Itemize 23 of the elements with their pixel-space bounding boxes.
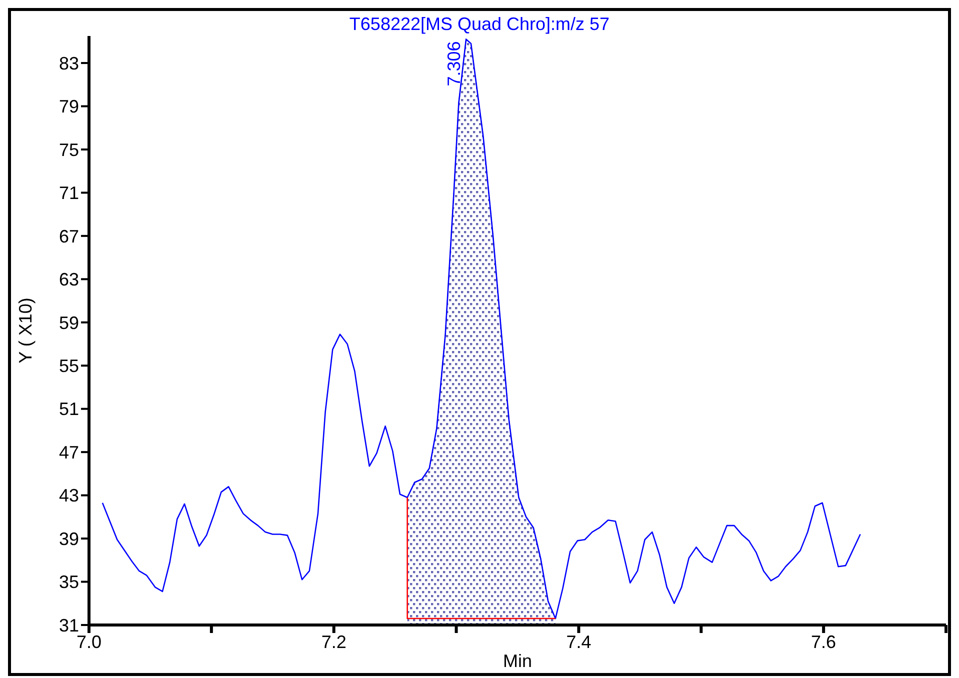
y-tick-label: 43 bbox=[58, 486, 79, 506]
x-tick-label: 7.2 bbox=[321, 632, 346, 652]
x-tick-label: 7.0 bbox=[76, 632, 102, 652]
y-axis-title: Y ( X10) bbox=[15, 298, 36, 364]
y-tick-label: 35 bbox=[58, 572, 79, 592]
y-tick-label: 79 bbox=[58, 96, 79, 117]
y-tick-label: 67 bbox=[58, 226, 79, 246]
line-series bbox=[102, 38, 861, 620]
y-tick-label: 51 bbox=[58, 399, 79, 420]
y-tick-label: 63 bbox=[58, 270, 79, 290]
x-axis-title: Min bbox=[502, 651, 532, 671]
y-tick-label: 59 bbox=[58, 312, 79, 333]
y-tick-label: 31 bbox=[58, 615, 79, 636]
y-tick-label: 75 bbox=[58, 140, 79, 160]
x-tick-label: 7.4 bbox=[566, 632, 592, 652]
y-tick-label: 39 bbox=[58, 528, 79, 549]
x-tick-label: 7.6 bbox=[811, 632, 836, 652]
y-tick-label: 71 bbox=[58, 183, 79, 204]
y-tick-label: 83 bbox=[58, 53, 79, 74]
annotation: 7.306 bbox=[444, 41, 464, 86]
chart-title: T658222[MS Quad Chro]:m/z 57 bbox=[348, 14, 611, 35]
y-tick-label: 55 bbox=[58, 356, 79, 376]
y-tick-label: 47 bbox=[58, 442, 79, 462]
